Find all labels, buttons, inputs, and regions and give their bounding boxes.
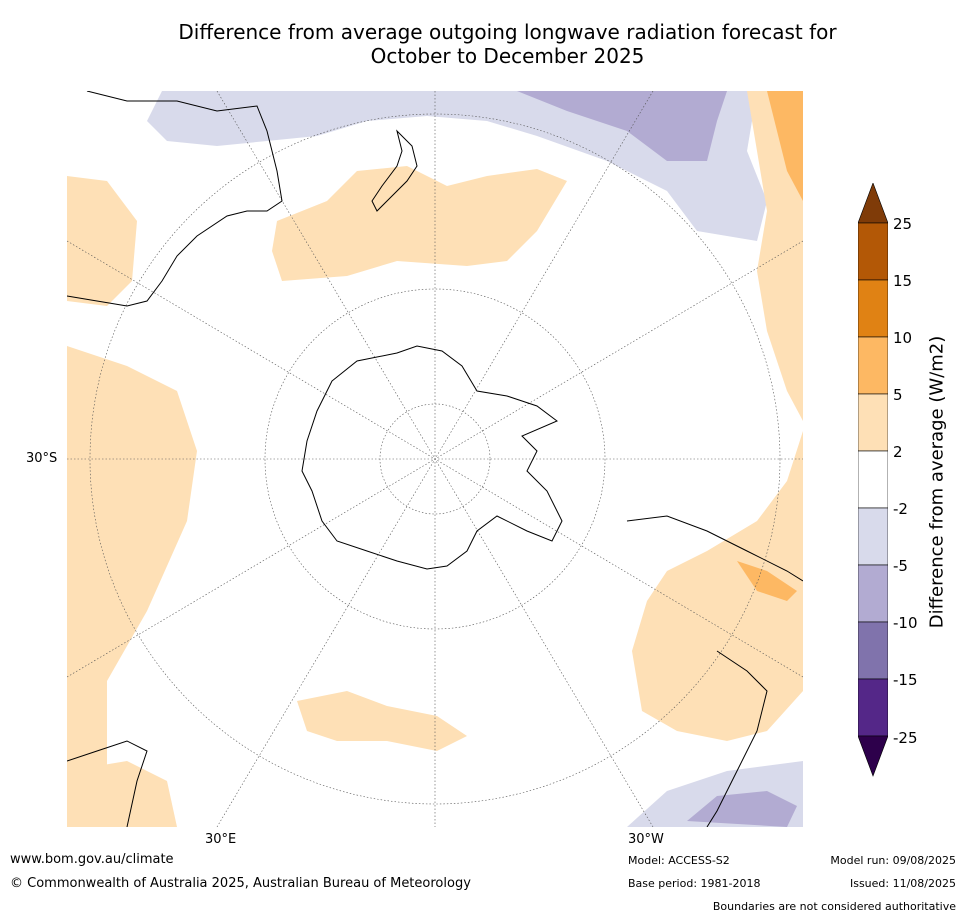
- colorbar: [858, 183, 888, 777]
- model-run-text: Model run: 09/08/2025: [830, 854, 956, 867]
- colorbar-band-5-10: [858, 336, 888, 395]
- lon-label-30w: 30°W: [628, 832, 664, 847]
- colorbar-band-minus-10-minus-15: [858, 621, 888, 680]
- anomaly-region-south-pacific-positive: [272, 166, 567, 281]
- anomaly-region-bottom-left-positive: [67, 761, 177, 827]
- anomaly-region-west-positive-upper: [67, 176, 137, 306]
- colorbar-tick-2: 2: [893, 443, 903, 461]
- colorbar-band-minus-2-minus-5: [858, 507, 888, 566]
- copyright-text: © Commonwealth of Australia 2025, Austra…: [10, 876, 471, 891]
- model-text: Model: ACCESS-S2: [628, 854, 730, 867]
- colorbar-band-2-5: [858, 393, 888, 452]
- issued-text: Issued: 11/08/2025: [849, 877, 956, 890]
- polar-map: [67, 91, 803, 827]
- australia-coastline: [67, 91, 283, 307]
- anomaly-region-south-negative-moderate: [687, 791, 797, 827]
- lon-label-30e: 30°E: [205, 832, 237, 847]
- anomaly-region-south-america-positive: [632, 431, 803, 741]
- colorbar-band-minus-5-minus-10: [858, 564, 888, 623]
- colorbar-tick-minus-15: -15: [893, 671, 918, 689]
- colorbar-tick-minus-25: -25: [893, 729, 918, 747]
- website-text: www.bom.gov.au/climate: [10, 852, 174, 867]
- colorbar-tick-10: 10: [893, 329, 913, 347]
- colorbar-tick-25: 25: [893, 215, 913, 233]
- anomaly-region-north-pacific-moderate: [517, 91, 727, 161]
- anomaly-region-west-positive-lower: [67, 346, 197, 791]
- colorbar-band-neutral: [858, 450, 888, 509]
- south-america-coastline: [626, 515, 803, 827]
- africa-coastline: [67, 740, 148, 827]
- chart-title: Difference from average outgoing longwav…: [0, 20, 965, 68]
- colorbar-extend-bottom: [858, 735, 888, 777]
- colorbar-tick-15: 15: [893, 272, 913, 290]
- graticule: [67, 91, 803, 827]
- antarctica-coastline: [301, 345, 563, 570]
- colorbar-title: Difference from average (W/m2): [926, 335, 948, 629]
- new-zealand-coastline: [371, 129, 418, 212]
- anomaly-region-east-positive-strong: [767, 91, 803, 201]
- anomaly-region-north-pacific-negative: [147, 91, 767, 241]
- base-period-text: Base period: 1981-2018: [628, 877, 761, 890]
- colorbar-tick-minus-10: -10: [893, 614, 918, 632]
- colorbar-tick-minus-2: -2: [893, 500, 908, 518]
- colorbar-band-10-15: [858, 279, 888, 338]
- anomaly-region-south-america-strong: [737, 561, 797, 601]
- anomaly-region-south-atlantic-positive: [297, 691, 467, 751]
- colorbar-tick-5: 5: [893, 386, 903, 404]
- lat-label-30s: 30°S: [26, 451, 58, 466]
- colorbar-band-minus-15-minus-25: [858, 678, 888, 737]
- colorbar-tick-minus-5: -5: [893, 557, 908, 575]
- colorbar-band-15-25: [858, 222, 888, 281]
- title-line-1: Difference from average outgoing longwav…: [178, 20, 837, 44]
- colorbar-extend-top: [858, 183, 888, 224]
- disclaimer-text: Boundaries are not considered authoritat…: [712, 900, 956, 913]
- title-line-2: October to December 2025: [370, 44, 645, 68]
